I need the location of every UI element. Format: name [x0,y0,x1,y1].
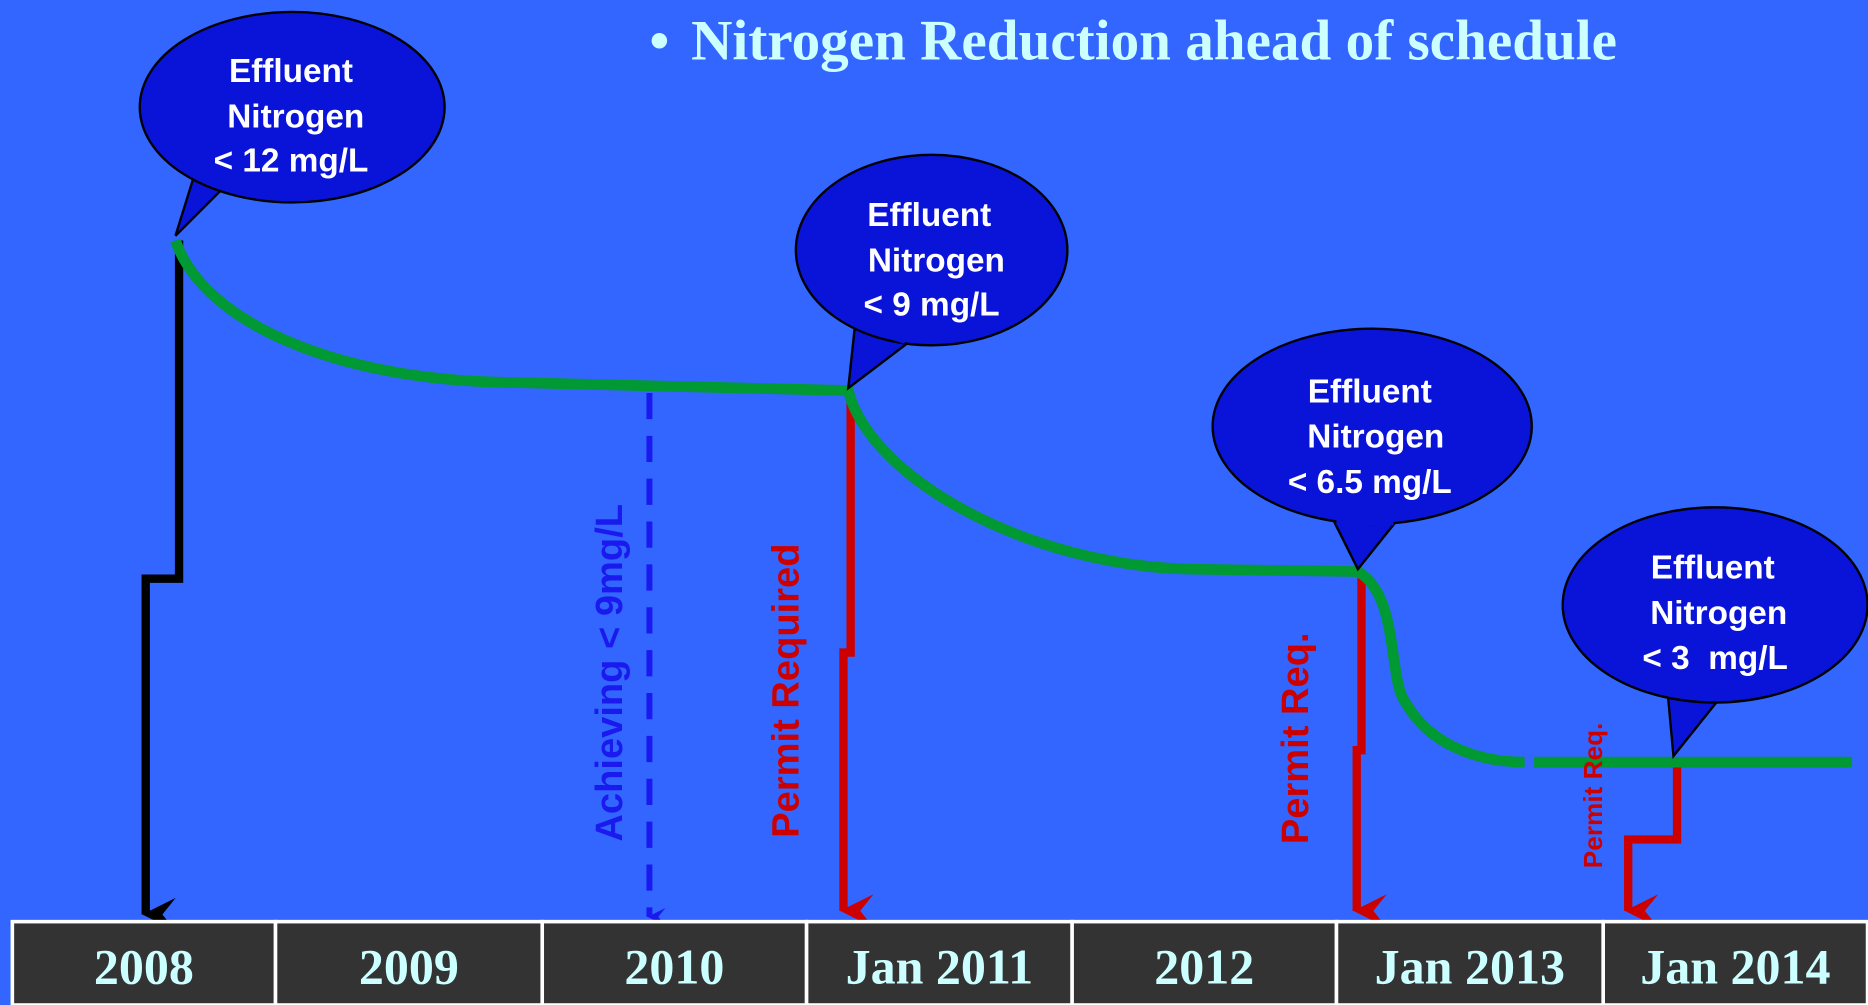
callout-line: Effluent [1651,550,1775,587]
marker-label: Permit Req. [1275,632,1317,844]
title: Nitrogen Reduction ahead of schedule [691,10,1617,73]
timeline: 2008 2009 2010 Jan 2011 2012 Jan 2013 Jan 2014 [10,919,1868,1005]
arrow [1624,762,1682,928]
marker-label: Achieving < 9mg/L [589,504,631,842]
timeline-label: 2009 [359,939,459,995]
callout-line: Nitrogen [1307,419,1444,456]
callout: Effluent Nitrogen < 6.5 mg/L [1211,327,1533,572]
callout-line: Nitrogen [868,242,1005,279]
timeline-label: 2010 [624,939,724,995]
timeline-cell [1334,919,1605,1005]
arrow [141,240,184,932]
bullet: • [649,10,669,73]
callout-line: Nitrogen [227,98,364,135]
callout: Effluent Nitrogen < 12 mg/L [138,10,446,237]
timeline-label: Jan 2011 [846,939,1034,995]
callout-line: < 12 mg/L [214,142,369,179]
callout-line: Effluent [229,53,353,90]
timeline-cell [1070,919,1339,1005]
timeline-label: Jan 2013 [1375,939,1565,995]
callout: Effluent Nitrogen < 9 mg/L [794,153,1069,391]
timeline-cell [540,919,809,1005]
timeline-label: 2008 [94,939,194,995]
callout-line: < 6.5 mg/L [1288,464,1452,501]
nitrogen-curve [170,238,1525,768]
marker-label: Permit Req. [1578,723,1608,869]
callout-line: Effluent [867,197,991,234]
callout-line: < 3 mg/L [1642,640,1787,677]
callout-line: < 9 mg/L [864,287,1000,324]
callout-line: Nitrogen [1650,595,1787,632]
callout-line: Effluent [1308,373,1432,410]
timeline-label: Jan 2014 [1640,939,1830,995]
arrow [1352,571,1387,928]
timeline-cell [1601,919,1868,1005]
marker-label: Permit Required [765,544,807,838]
timeline-cell [804,919,1074,1005]
timeline-label: 2012 [1154,939,1254,995]
arrow [839,392,874,928]
callout: Effluent Nitrogen < 3 mg/L [1561,506,1868,760]
